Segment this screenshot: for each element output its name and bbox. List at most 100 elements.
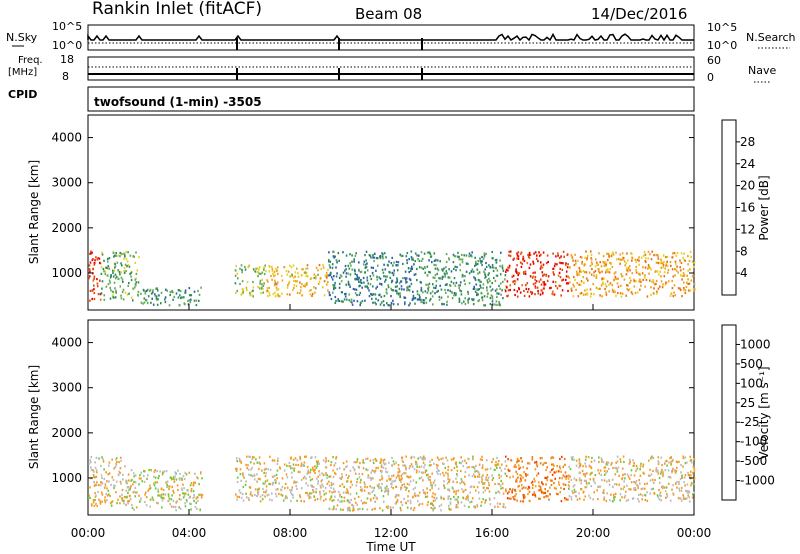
power-cell: [369, 283, 372, 286]
power-cell: [658, 273, 660, 276]
velocity-cell: [371, 486, 373, 489]
power-cell: [587, 254, 589, 257]
power-cell: [252, 280, 254, 284]
power-cell: [485, 265, 488, 268]
power-colorbar-tick-label: 20: [740, 179, 755, 193]
velocity-cell: [605, 499, 608, 503]
velocity-cell: [524, 473, 527, 476]
power-cell: [113, 255, 115, 258]
power-cell: [120, 294, 122, 297]
power-cell: [491, 282, 493, 285]
velocity-cell: [657, 456, 660, 459]
power-cell: [498, 284, 500, 287]
velocity-cell: [88, 494, 90, 497]
power-cell: [386, 275, 389, 278]
velocity-cell: [593, 480, 595, 483]
velocity-cell: [486, 468, 489, 471]
power-cell: [369, 254, 372, 257]
velocity-cell: [322, 499, 325, 502]
power-cell: [590, 258, 593, 261]
velocity-cell: [175, 501, 177, 504]
power-cell: [108, 267, 111, 270]
nave-tick-bottom: 0: [707, 71, 714, 84]
velocity-cell: [409, 499, 412, 502]
power-cell: [686, 281, 688, 284]
power-cell: [112, 269, 114, 272]
power-colorbar-tick-label: 12: [740, 222, 755, 236]
power-cell: [236, 289, 238, 293]
velocity-cell: [520, 474, 523, 477]
power-cell: [262, 284, 265, 287]
power-cell: [310, 289, 312, 292]
power-cell: [100, 272, 103, 275]
velocity-cell: [429, 484, 432, 487]
power-cell: [366, 262, 368, 265]
power-cell: [345, 292, 347, 295]
power-cell: [454, 284, 457, 287]
power-cell: [579, 268, 581, 271]
xtick-label: 00:00: [677, 526, 712, 540]
velocity-cell: [356, 460, 358, 463]
power-cell: [439, 260, 441, 263]
velocity-cell: [690, 470, 692, 473]
velocity-cell: [263, 471, 265, 474]
power-cell: [160, 291, 163, 294]
power-cell: [614, 275, 617, 278]
velocity-cell: [381, 476, 384, 479]
velocity-cell: [440, 495, 442, 498]
velocity-cell: [312, 468, 315, 471]
velocity-cell: [539, 462, 542, 465]
power-cell: [308, 289, 311, 292]
velocity-cell: [145, 504, 148, 507]
velocity-cell: [588, 482, 590, 485]
power-cell: [475, 263, 477, 266]
velocity-cell: [179, 472, 181, 476]
velocity-cell: [114, 485, 116, 488]
velocity-cell: [516, 461, 518, 464]
power-cell: [473, 276, 475, 279]
velocity-cell: [522, 493, 525, 497]
velocity-cell: [401, 484, 403, 487]
velocity-cell: [500, 487, 502, 490]
power-cell: [642, 266, 644, 269]
velocity-cell: [536, 465, 539, 468]
velocity-cell: [278, 482, 280, 485]
power-cell: [190, 298, 192, 301]
velocity-cell: [516, 457, 519, 460]
velocity-cell: [275, 481, 277, 484]
velocity-cell: [401, 456, 404, 459]
velocity-cell: [273, 459, 276, 462]
power-cell: [317, 282, 320, 285]
velocity-cell: [351, 503, 353, 507]
velocity-cell: [511, 491, 513, 494]
velocity-cell: [429, 475, 431, 479]
power-cell: [121, 278, 124, 281]
velocity-cell: [104, 499, 106, 502]
power-cell: [629, 269, 631, 272]
power-cell: [300, 286, 302, 289]
power-cell: [172, 298, 174, 301]
power-cell: [483, 270, 485, 273]
power-cell: [444, 288, 446, 292]
power-cell: [301, 294, 303, 297]
velocity-cell: [243, 476, 245, 479]
power-ytick-label: 2000: [51, 221, 82, 235]
power-cell: [483, 295, 486, 298]
velocity-cell: [173, 491, 175, 494]
velocity-cell: [401, 477, 403, 480]
velocity-cell: [361, 507, 364, 511]
power-cell: [151, 291, 154, 294]
power-cell: [276, 269, 278, 272]
velocity-cell: [381, 509, 384, 512]
power-cell: [345, 283, 347, 286]
velocity-cell: [129, 488, 131, 491]
velocity-cell: [109, 494, 111, 498]
power-cell: [612, 290, 614, 293]
power-cell: [480, 261, 482, 264]
power-cell: [516, 278, 519, 281]
velocity-cell: [366, 508, 369, 511]
velocity-cell: [468, 474, 470, 477]
power-cell: [459, 269, 462, 272]
velocity-cell: [334, 495, 336, 498]
power-cell: [329, 266, 331, 269]
